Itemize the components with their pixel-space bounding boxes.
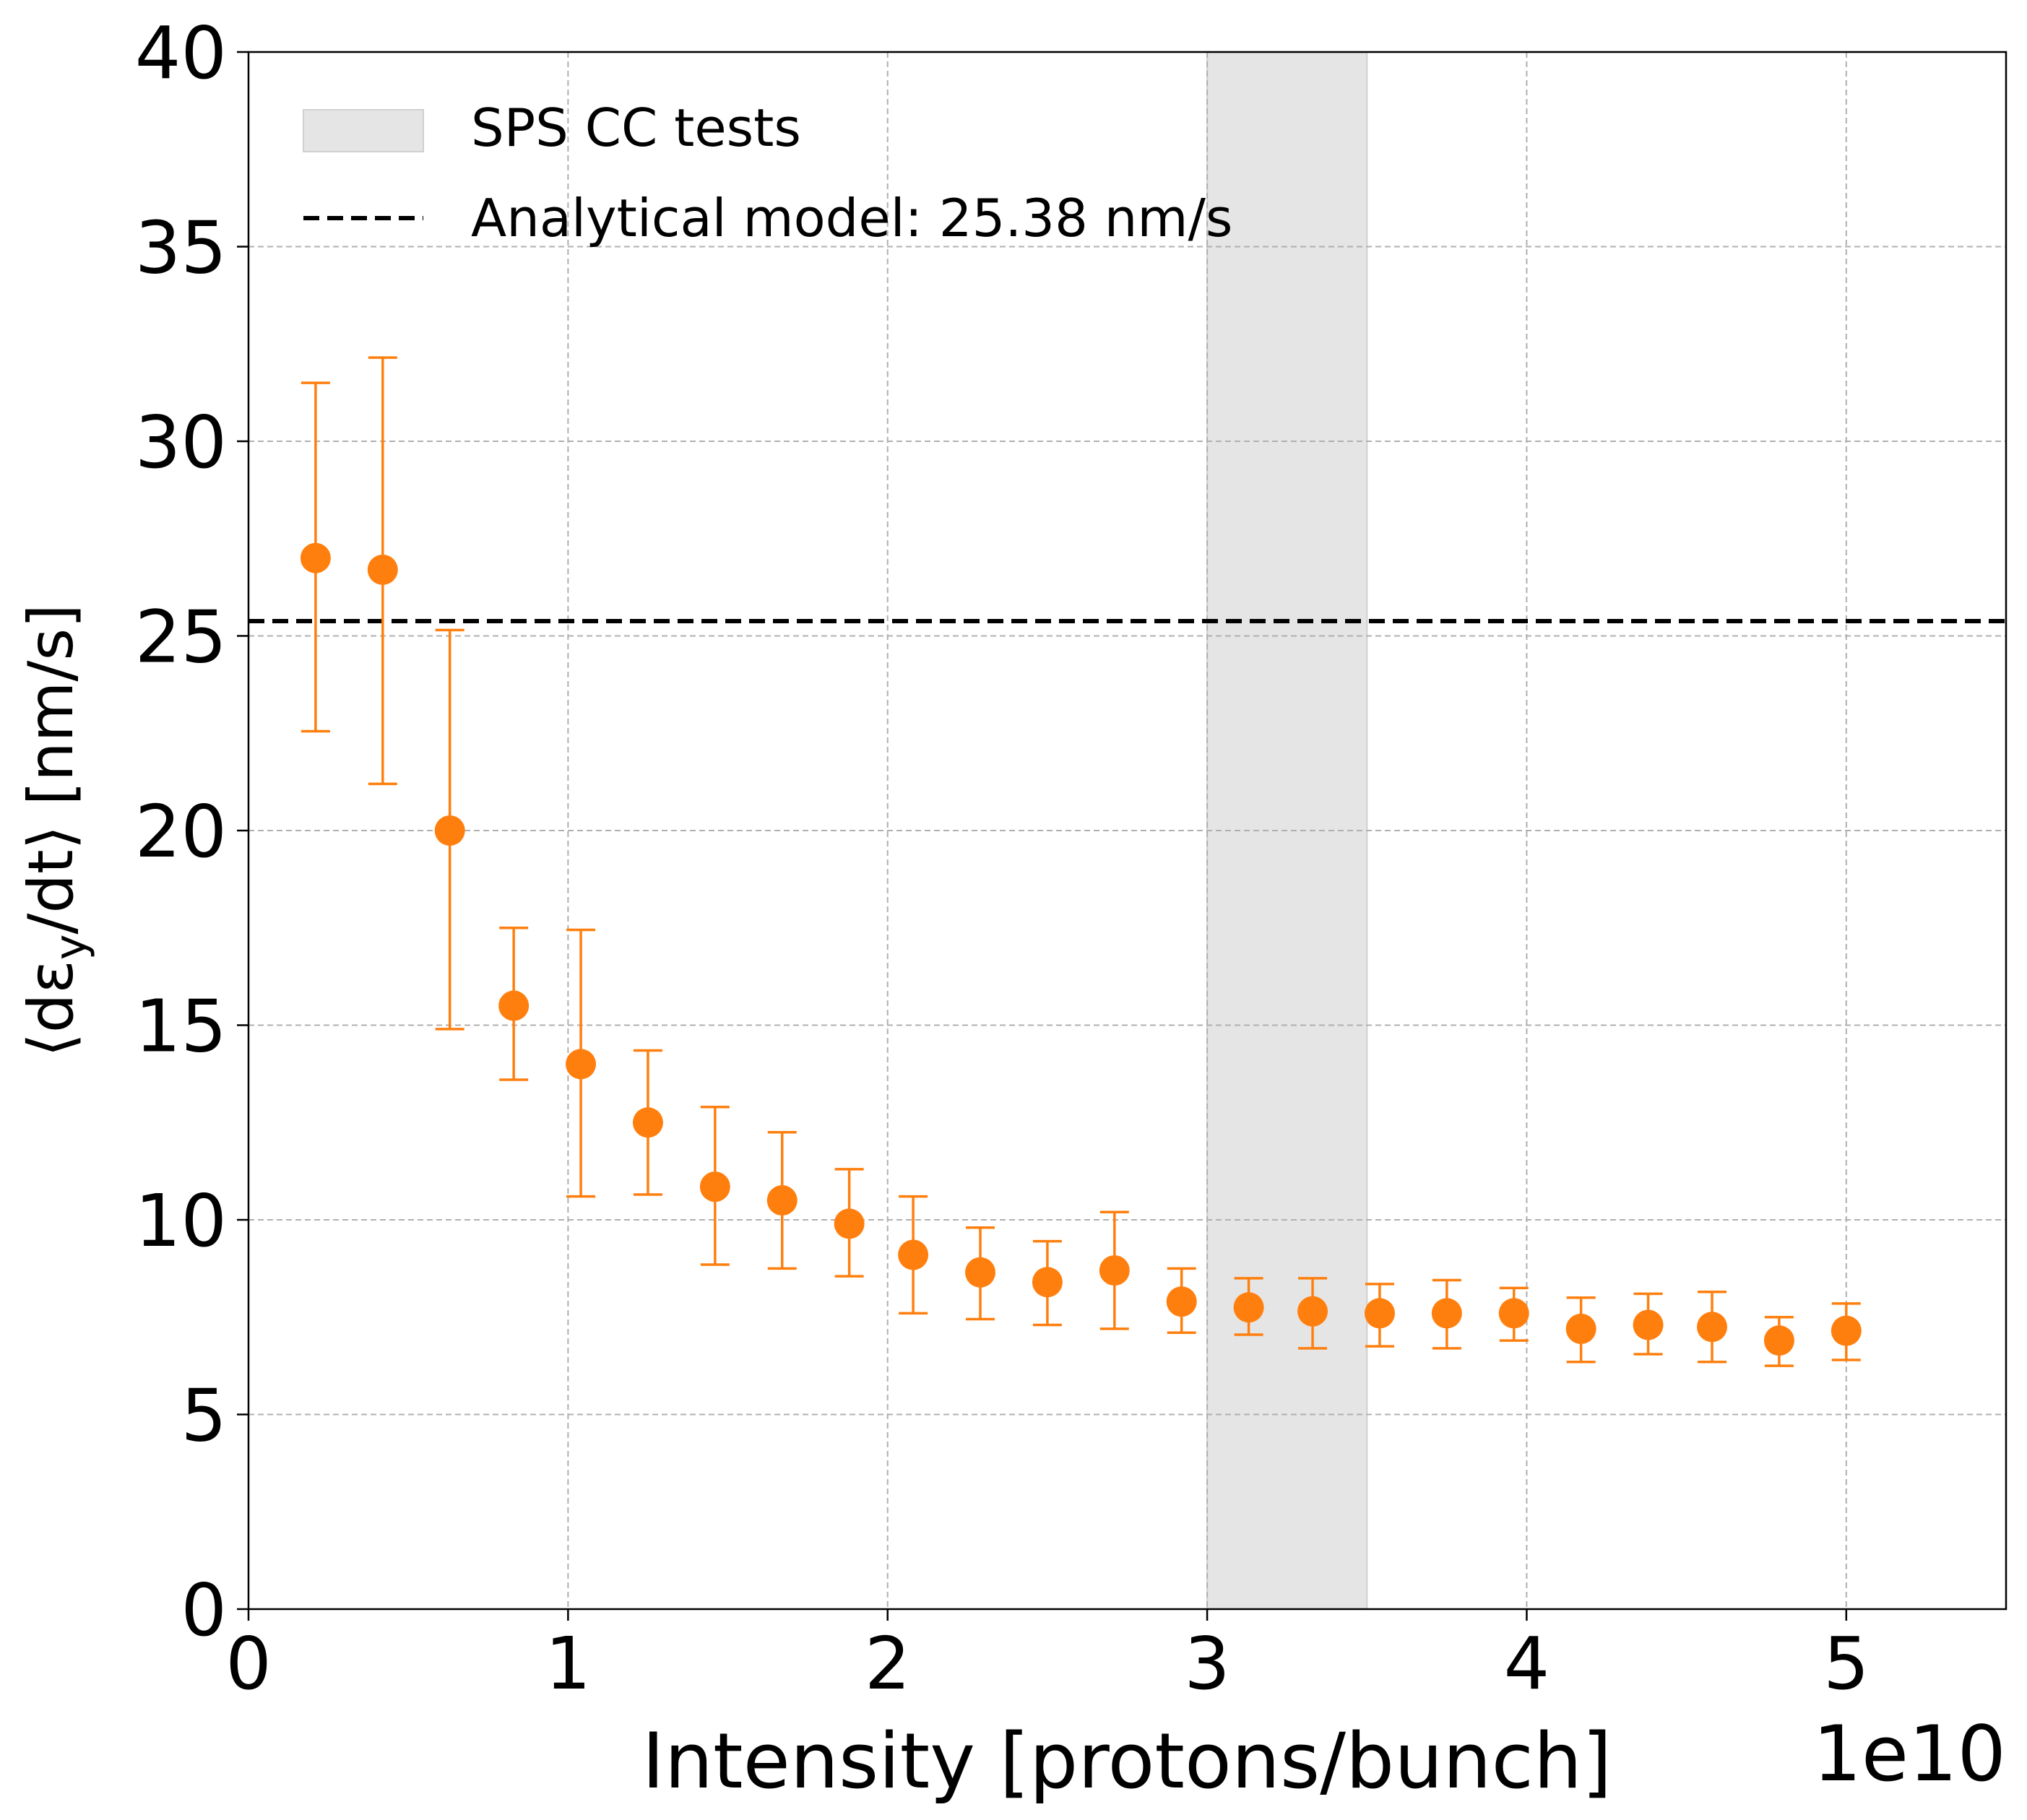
y-tick-label-35: 35 (135, 206, 227, 290)
data-point-11 (965, 1257, 996, 1288)
data-point-group-20 (1565, 1296, 1596, 1364)
ticks-layer: 0 1 2 3 4 5 0 5 10 15 20 25 30 35 40 (135, 11, 1870, 1706)
data-point-24 (1831, 1315, 1862, 1346)
data-point-21 (1633, 1309, 1664, 1340)
data-point-12 (1032, 1267, 1063, 1298)
x-tick-label-2: 2 (865, 1621, 911, 1706)
data-point-16 (1297, 1296, 1328, 1327)
data-point-23 (1763, 1325, 1794, 1356)
data-point-group-3 (434, 628, 465, 1031)
data-point-group-22 (1697, 1290, 1728, 1364)
data-point-15 (1233, 1292, 1264, 1323)
data-point-1 (300, 542, 331, 573)
data-point-7 (699, 1171, 730, 1202)
legend-band-swatch (303, 109, 424, 152)
data-point-10 (898, 1239, 929, 1270)
data-point-group-23 (1763, 1316, 1794, 1367)
y-tick-label-10: 10 (135, 1179, 227, 1263)
x-axis-offset-text: 1e10 (1812, 1710, 2006, 1798)
data-point-2 (367, 554, 398, 585)
data-point-group-14 (1166, 1267, 1197, 1335)
x-tick-label-4: 4 (1504, 1621, 1550, 1706)
legend-band-label: SPS CC tests (471, 98, 801, 158)
y-axis-title-suffix: /dt⟩ [nm/s] (15, 604, 87, 934)
data-point-22 (1697, 1312, 1728, 1343)
data-point-4 (498, 990, 530, 1021)
x-tick-label-3: 3 (1184, 1621, 1230, 1706)
data-point-group-10 (898, 1195, 929, 1315)
y-axis-title-subscript: y (46, 935, 96, 961)
data-point-group-7 (699, 1105, 730, 1266)
data-point-group-21 (1633, 1292, 1664, 1356)
data-point-group-2 (367, 356, 398, 786)
legend-model-line-label: Analytical model: 25.38 nm/s (471, 188, 1232, 248)
data-point-group-17 (1364, 1283, 1395, 1348)
data-point-20 (1565, 1313, 1596, 1344)
data-point-13 (1099, 1255, 1130, 1286)
data-point-group-8 (766, 1130, 798, 1270)
y-tick-label-40: 40 (135, 11, 227, 95)
data-point-6 (632, 1107, 663, 1138)
y-tick-label-25: 25 (135, 595, 227, 680)
data-point-group-6 (632, 1049, 663, 1196)
data-point-group-18 (1431, 1278, 1462, 1350)
y-tick-label-20: 20 (135, 789, 227, 874)
data-point-group-13 (1099, 1210, 1130, 1330)
y-tick-label-15: 15 (135, 984, 227, 1069)
y-tick-label-30: 30 (135, 400, 227, 485)
y-tick-label-5: 5 (181, 1374, 227, 1458)
points-layer (300, 356, 1862, 1367)
legend: SPS CC tests Analytical model: 25.38 nm/… (303, 98, 1232, 248)
data-point-9 (834, 1208, 865, 1239)
x-tick-label-5: 5 (1823, 1621, 1870, 1706)
data-point-18 (1431, 1298, 1462, 1329)
data-point-group-24 (1831, 1302, 1862, 1361)
data-point-8 (766, 1185, 798, 1216)
data-point-group-19 (1498, 1286, 1529, 1342)
data-point-group-11 (965, 1226, 996, 1321)
data-point-17 (1364, 1298, 1395, 1329)
data-point-3 (434, 815, 465, 846)
x-tick-label-1: 1 (545, 1621, 592, 1706)
data-point-group-1 (300, 381, 331, 733)
data-point-group-5 (566, 928, 597, 1198)
data-point-5 (566, 1049, 597, 1080)
data-point-group-4 (498, 927, 530, 1081)
y-tick-label-0: 0 (181, 1568, 227, 1652)
data-point-19 (1498, 1298, 1529, 1329)
data-point-group-16 (1297, 1277, 1328, 1350)
x-axis-title: Intensity [protons/bunch] (642, 1717, 1612, 1806)
y-axis-title: ⟨dεy/dt⟩ [nm/s] (15, 604, 96, 1057)
y-axis-title-prefix: ⟨dε (15, 960, 87, 1057)
data-point-group-9 (834, 1168, 865, 1278)
data-point-group-15 (1233, 1277, 1264, 1336)
x-tick-label-0: 0 (225, 1621, 272, 1706)
data-point-14 (1166, 1286, 1197, 1317)
data-point-group-12 (1032, 1239, 1063, 1327)
